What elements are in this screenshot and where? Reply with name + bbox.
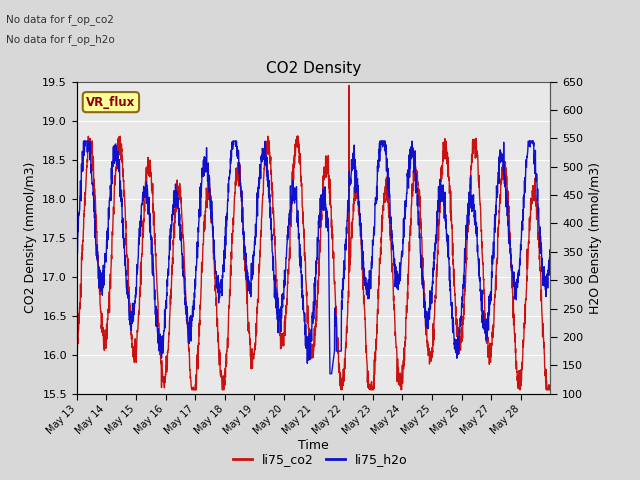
li75_h2o — [456, 322, 464, 327]
li75_co2 — [345, 83, 353, 88]
Y-axis label: CO2 Density (mmol/m3): CO2 Density (mmol/m3) — [24, 162, 36, 313]
li75_co2 — [456, 340, 464, 346]
li75_co2 — [188, 387, 196, 393]
li75_co2 — [120, 194, 128, 200]
li75_h2o — [540, 264, 548, 270]
li75_co2 — [73, 339, 81, 345]
li75_h2o — [547, 252, 554, 257]
Y-axis label: H2O Density (mmol/m3): H2O Density (mmol/m3) — [589, 162, 602, 313]
li75_h2o — [80, 138, 88, 144]
li75_co2 — [540, 339, 548, 345]
Line: li75_co2: li75_co2 — [77, 85, 550, 390]
Text: No data for f_op_h2o: No data for f_op_h2o — [6, 34, 115, 45]
li75_h2o — [342, 236, 349, 242]
li75_h2o — [326, 371, 334, 377]
li75_co2 — [483, 340, 490, 346]
li75_h2o — [73, 238, 81, 244]
li75_h2o — [483, 323, 490, 329]
Title: CO2 Density: CO2 Density — [266, 61, 361, 76]
X-axis label: Time: Time — [298, 439, 329, 452]
li75_co2 — [547, 387, 554, 393]
li75_co2 — [223, 361, 230, 367]
li75_co2 — [342, 344, 349, 349]
Text: No data for f_op_co2: No data for f_op_co2 — [6, 14, 115, 25]
li75_h2o — [223, 224, 230, 229]
Text: VR_flux: VR_flux — [86, 96, 136, 108]
Legend: li75_co2, li75_h2o: li75_co2, li75_h2o — [228, 448, 412, 471]
li75_h2o — [120, 241, 128, 247]
Line: li75_h2o: li75_h2o — [77, 141, 550, 374]
